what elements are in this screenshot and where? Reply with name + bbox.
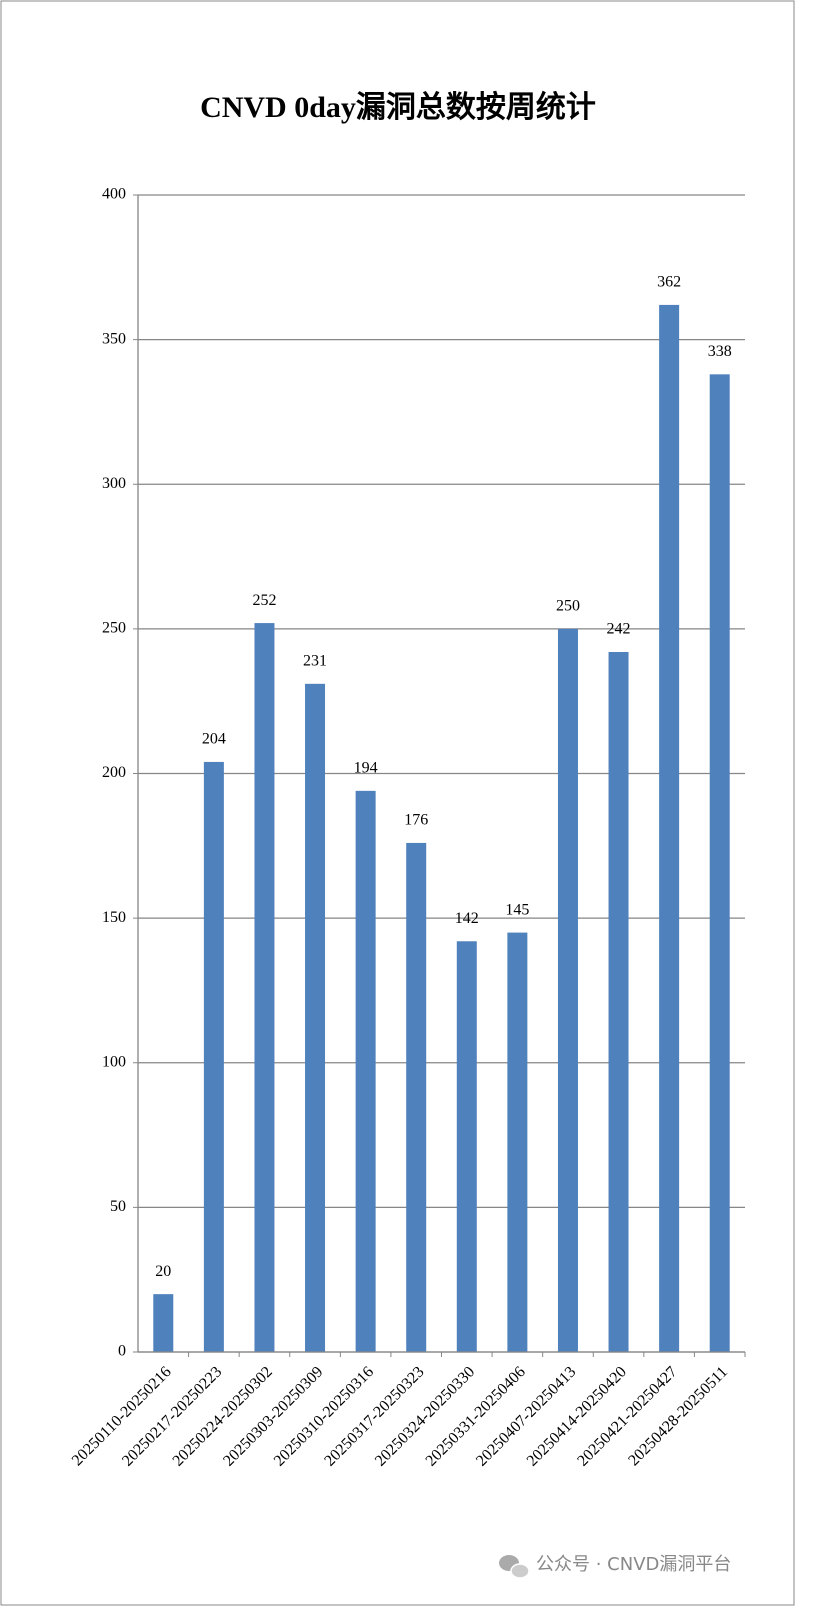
value-label: 204: [202, 731, 226, 748]
bar: [305, 683, 326, 1352]
y-tick-label: 350: [102, 330, 126, 347]
value-label: 252: [252, 592, 276, 609]
watermark: 公众号 · CNVD漏洞平台: [536, 1554, 731, 1575]
bar: [659, 304, 680, 1352]
value-label: 194: [354, 760, 378, 777]
y-tick-label: 400: [102, 186, 126, 203]
value-label: 231: [303, 653, 327, 670]
y-tick-label: 150: [102, 909, 126, 926]
bar: [153, 1294, 174, 1352]
bar: [203, 761, 224, 1352]
value-label: 242: [607, 621, 631, 638]
value-label: 20: [155, 1263, 171, 1280]
value-label: 250: [556, 598, 580, 615]
bar: [406, 842, 427, 1352]
watermark-icon: [499, 1555, 530, 1579]
bar: [507, 932, 528, 1352]
chart-title: CNVD 0day漏洞总数按周统计: [200, 90, 596, 124]
value-label: 176: [404, 812, 428, 829]
y-tick-label: 300: [102, 475, 126, 492]
bar: [254, 623, 275, 1352]
value-label: 362: [657, 274, 681, 291]
value-label: 142: [455, 910, 479, 927]
y-tick-label: 50: [110, 1198, 126, 1215]
y-tick-label: 0: [118, 1343, 126, 1360]
bar: [355, 790, 376, 1352]
y-tick-label: 200: [102, 764, 126, 781]
bar: [608, 652, 629, 1352]
value-label: 145: [505, 901, 529, 918]
bar: [709, 374, 730, 1353]
y-tick-label: 250: [102, 620, 126, 637]
y-tick-label: 100: [102, 1053, 126, 1070]
bar: [456, 941, 477, 1352]
bar: [557, 628, 578, 1352]
value-label: 338: [708, 343, 732, 360]
